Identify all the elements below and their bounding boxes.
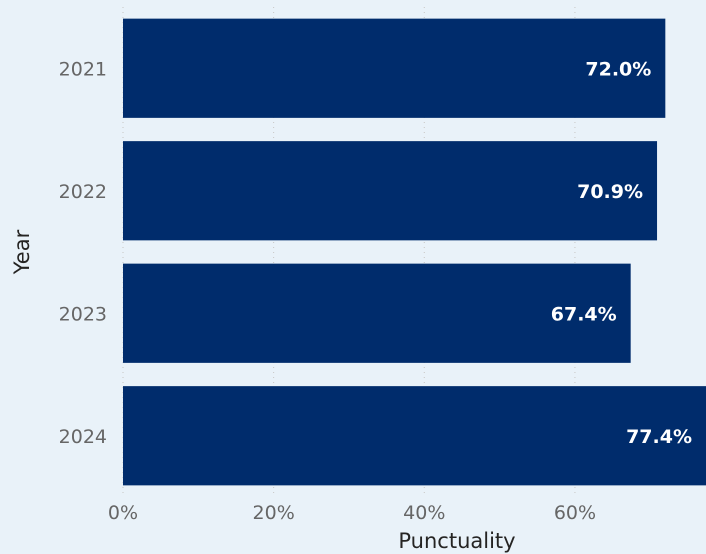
- gridlines: [122, 7, 576, 497]
- x-tick-label: 20%: [253, 502, 295, 524]
- x-tick-label: 60%: [554, 502, 596, 524]
- data-label-2022: 70.9%: [577, 181, 643, 203]
- y-axis-title: Year: [10, 229, 34, 275]
- y-tick-label-2023: 2023: [59, 303, 107, 325]
- y-tick-label-2024: 2024: [59, 426, 107, 448]
- data-label-2021: 72.0%: [585, 58, 651, 80]
- y-tick-label-2022: 2022: [59, 181, 107, 203]
- x-axis-title: Punctuality: [398, 529, 515, 553]
- x-tick-label: 40%: [403, 502, 445, 524]
- bar-2024[interactable]: [123, 386, 706, 486]
- bar-2023[interactable]: [123, 263, 631, 363]
- x-axis-ticks: 0% 20% 40% 60%: [108, 502, 596, 524]
- data-label-2023: 67.4%: [551, 303, 617, 325]
- data-labels: 72.0% 70.9% 67.4% 77.4%: [551, 58, 692, 448]
- bar-2021[interactable]: [123, 18, 666, 118]
- y-tick-label-2021: 2021: [59, 58, 107, 80]
- bars: [123, 18, 706, 486]
- bar-2022[interactable]: [123, 141, 658, 241]
- y-axis-ticks: 2021 2022 2023 2024: [59, 58, 107, 448]
- x-tick-label: 0%: [108, 502, 138, 524]
- data-label-2024: 77.4%: [626, 426, 692, 448]
